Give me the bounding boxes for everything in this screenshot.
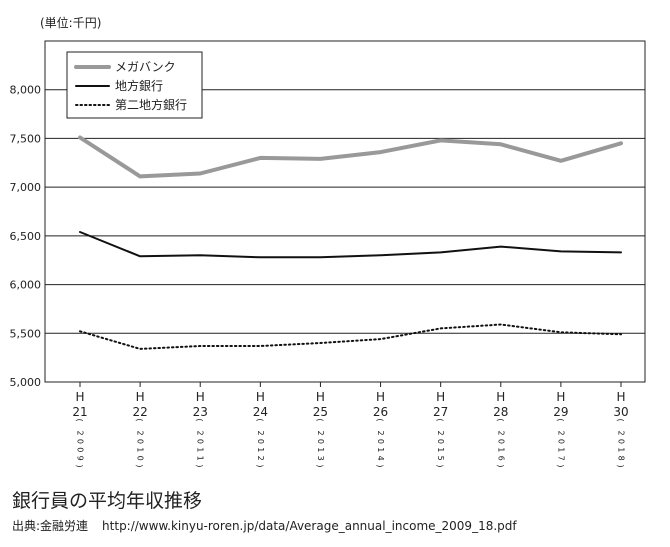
x-tick-paren-close: ) (556, 464, 565, 467)
x-tick-era-year: 25 (313, 405, 328, 419)
x-tick-paren-close: ) (255, 464, 264, 467)
x-tick-era: H (556, 390, 565, 404)
x-tick-paren-open: ( (315, 418, 324, 421)
x-tick-label: H30(2 0 1 8) (613, 390, 628, 468)
y-tick-label: 7,000 (10, 181, 42, 194)
x-tick-paren-open: ( (255, 418, 264, 421)
x-tick-era: H (316, 390, 325, 404)
x-tick-era-year: 30 (613, 405, 628, 419)
x-tick-paren-open: ( (376, 418, 385, 421)
y-tick-label: 5,500 (10, 327, 42, 340)
x-tick-label: H22(2 0 1 0) (132, 390, 147, 468)
x-tick-era-year: 22 (132, 405, 147, 419)
x-tick-label: H26(2 0 1 4) (373, 390, 388, 468)
y-tick-label: 8,000 (10, 84, 42, 97)
x-tick-era: H (196, 390, 205, 404)
x-tick-paren-close: ) (135, 464, 144, 467)
y-tick-label: 6,500 (10, 230, 42, 243)
x-tick-paren-open: ( (75, 418, 84, 421)
y-tick-label: 6,000 (10, 279, 42, 292)
series-layer (78, 135, 623, 350)
x-tick-era: H (436, 390, 445, 404)
source-url: http://www.kinyu-roren.jp/data/Average_a… (102, 519, 517, 533)
x-tick-paren-close: ) (195, 464, 204, 467)
x-tick-paren-open: ( (496, 418, 505, 421)
series-line-1 (78, 135, 623, 179)
x-tick-paren-open: ( (556, 418, 565, 421)
x-tick-era-year: 21 (72, 405, 87, 419)
x-tick-paren-close: ) (436, 464, 445, 467)
x-tick-era: H (136, 390, 145, 404)
x-tick-paren-open: ( (616, 418, 625, 421)
x-tick-era: H (616, 390, 625, 404)
source-label: 出典:金融労連 (12, 519, 89, 533)
legend-label-1: メガバンク (115, 60, 176, 74)
x-tick-paren-open: ( (436, 418, 445, 421)
x-tick-era: H (376, 390, 385, 404)
x-tick-era: H (256, 390, 265, 404)
legend-label-3: 第二地方銀行 (115, 97, 187, 112)
x-tick-label: H23(2 0 1 1) (193, 390, 208, 468)
y-axis-ticks: 5,000 5,500 6,000 6,500 7,000 7,500 8,000 (10, 84, 42, 389)
x-tick-paren-close: ) (75, 464, 84, 467)
x-axis-ticks: H21(2 0 0 9)H22(2 0 1 0)H23(2 0 1 1)H24(2 0 1 2)H25(… (72, 382, 629, 468)
x-tick-era: H (75, 390, 84, 404)
x-tick-label: H24(2 0 1 2) (253, 390, 268, 468)
x-tick-era-year: 27 (433, 405, 448, 419)
x-tick-label: H21(2 0 0 9) (72, 390, 87, 468)
x-tick-era-year: 23 (193, 405, 208, 419)
x-tick-paren-close: ) (496, 464, 505, 467)
x-tick-paren-close: ) (616, 464, 625, 467)
chart-title: 銀行員の平均年収推移 (12, 490, 203, 512)
series-line-2 (79, 231, 622, 259)
series-line-3 (79, 323, 622, 350)
x-tick-era-year: 29 (553, 405, 568, 419)
x-tick-label: H25(2 0 1 3) (313, 390, 328, 468)
source-note: 出典:金融労連 http://www.kinyu-roren.jp/data/Av… (12, 517, 517, 534)
y-tick-label: 5,000 (10, 376, 42, 389)
x-tick-label: H28(2 0 1 6) (493, 390, 508, 468)
y-tick-label: 7,500 (10, 132, 42, 145)
x-tick-era-year: 24 (253, 405, 268, 419)
x-tick-paren-close: ) (376, 464, 385, 467)
x-tick-era-year: 28 (493, 405, 508, 419)
x-tick-label: H27(2 0 1 5) (433, 390, 448, 468)
x-tick-paren-close: ) (315, 464, 324, 467)
x-tick-paren-open: ( (135, 418, 144, 421)
x-tick-era: H (496, 390, 505, 404)
x-tick-paren-open: ( (195, 418, 204, 421)
x-tick-label: H29(2 0 1 7) (553, 390, 568, 468)
grid-layer (44, 40, 646, 383)
x-tick-era-year: 26 (373, 405, 388, 419)
unit-label: (単位:千円) (40, 16, 102, 30)
legend-label-2: 地方銀行 (115, 78, 163, 93)
